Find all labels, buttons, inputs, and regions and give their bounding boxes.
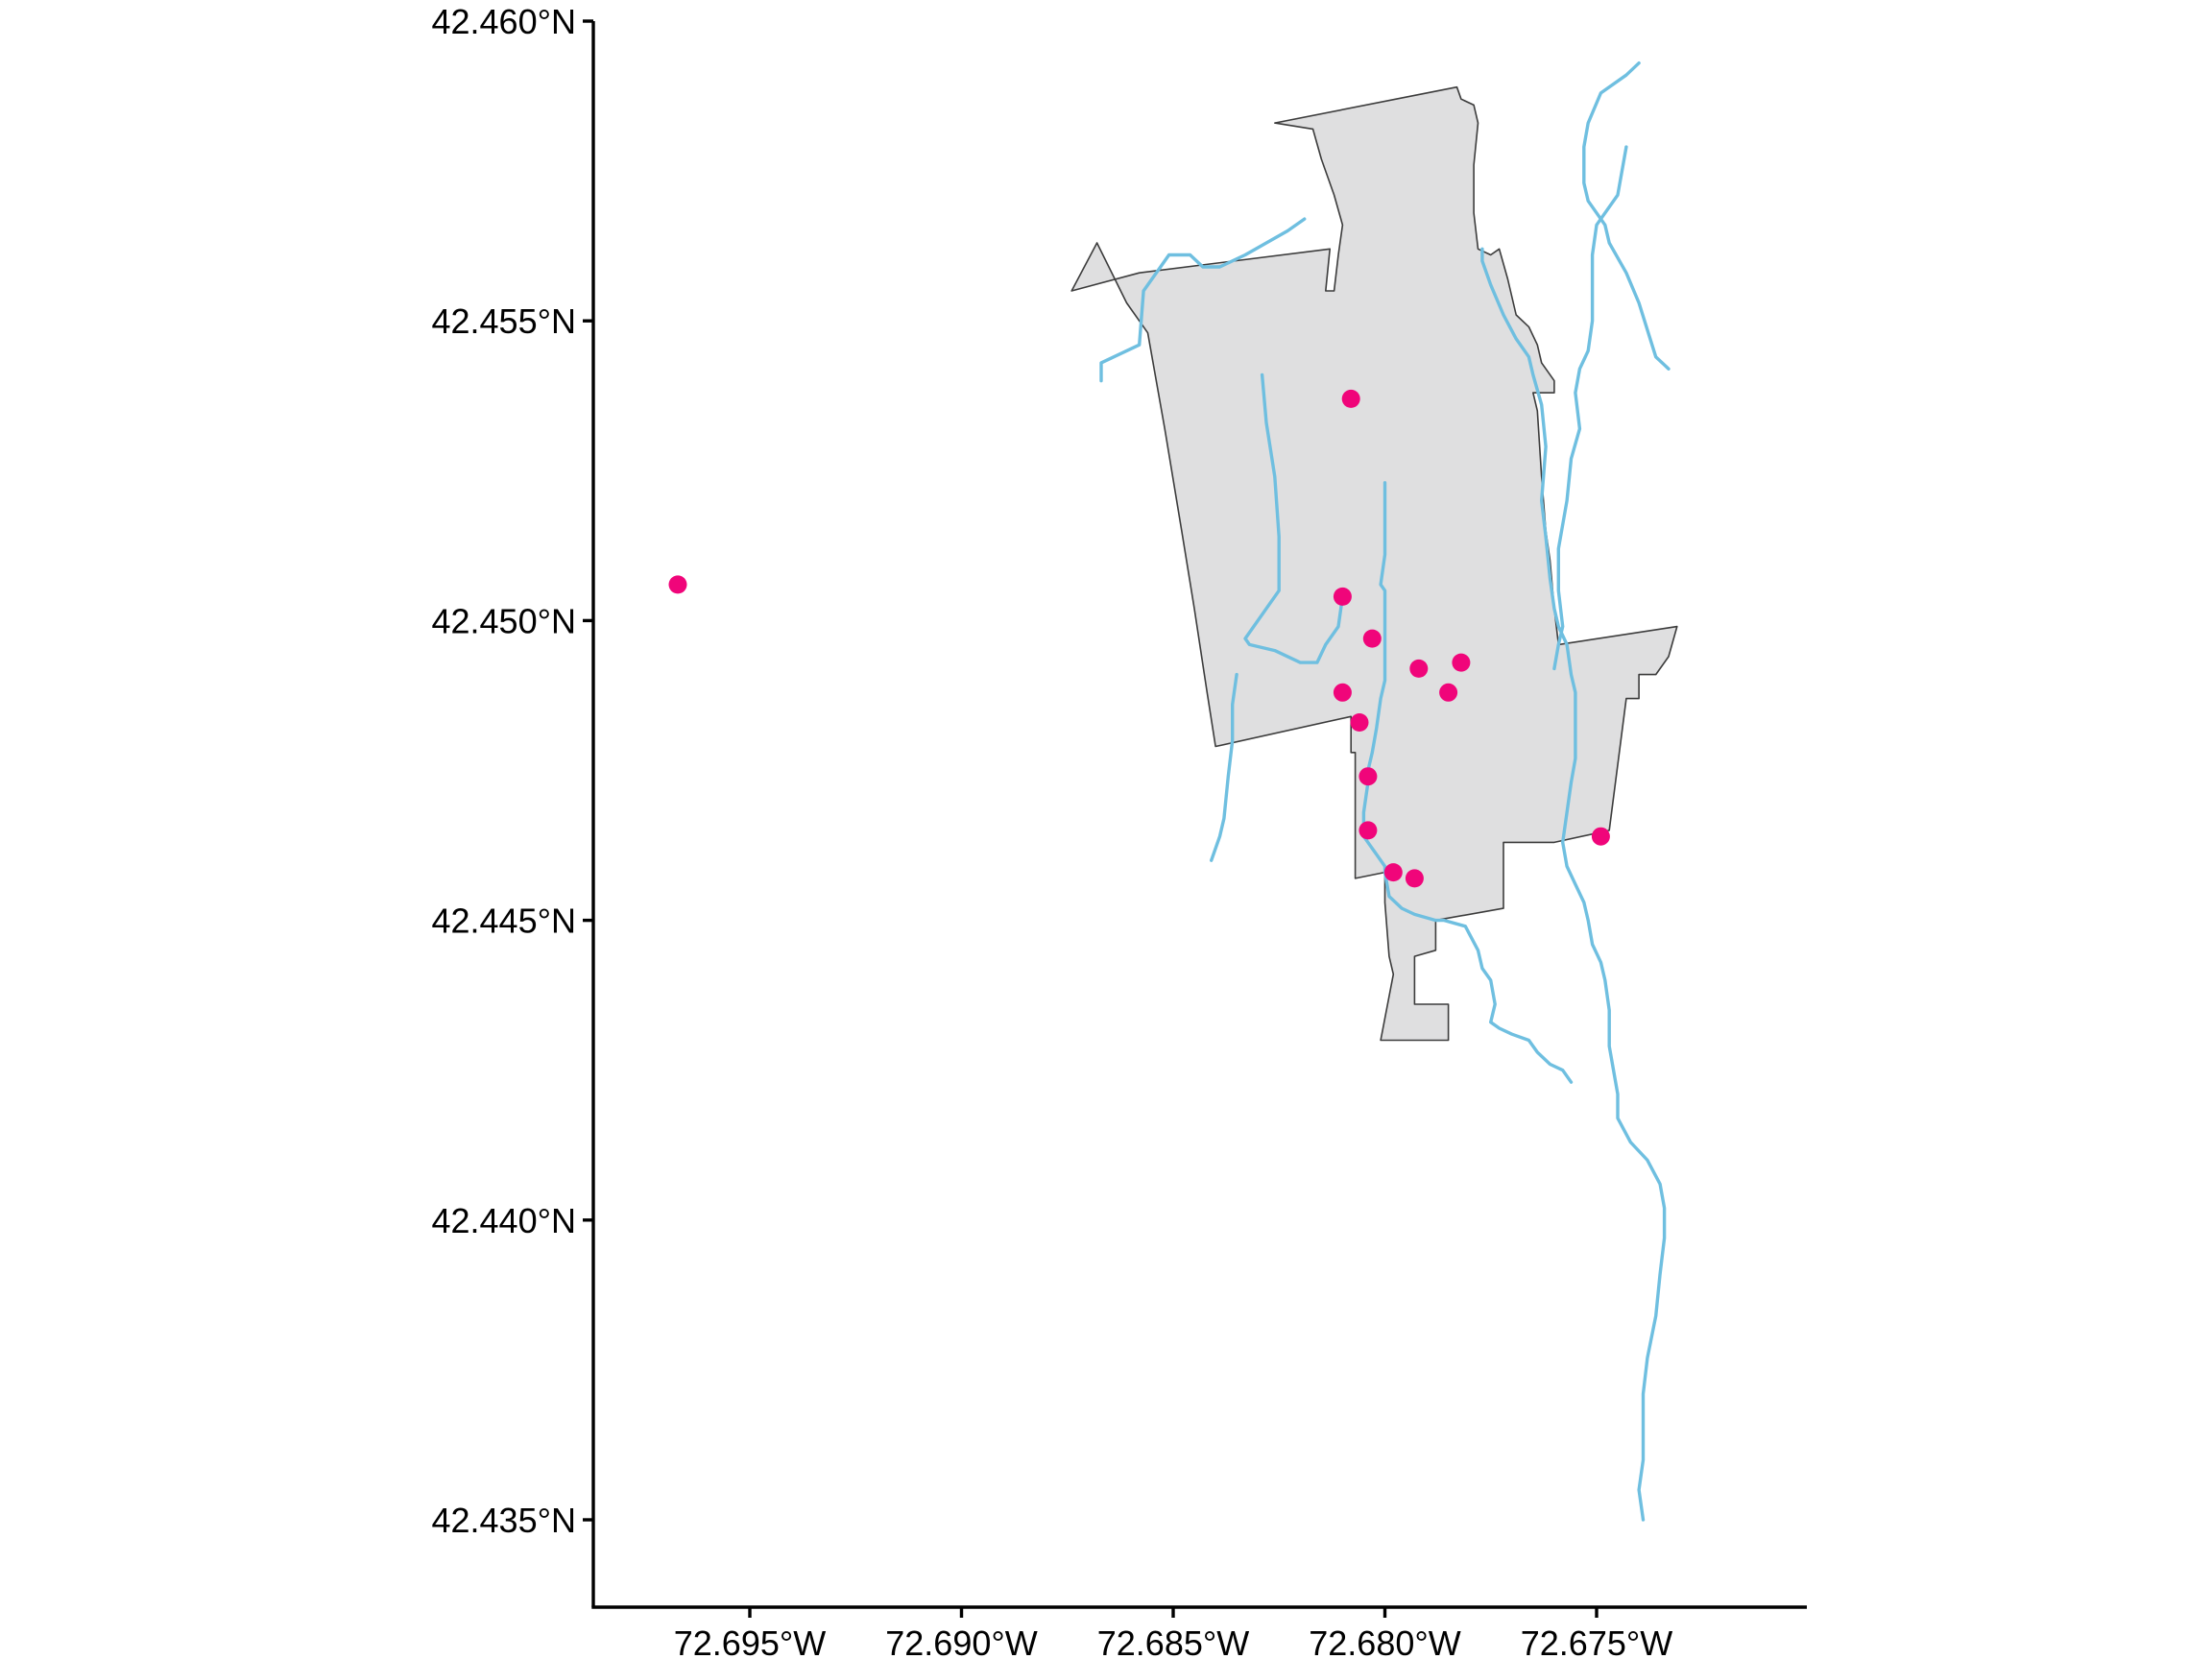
x-axis-ticks: 72.695°W 72.690°W 72.685°W 72.680°W 72.675°W xyxy=(674,1607,1673,1659)
stream-line xyxy=(1552,145,1628,671)
town-boundary-polygon xyxy=(1070,85,1678,1042)
site-point xyxy=(1341,389,1360,408)
town-boundary-layer xyxy=(1070,85,1678,1042)
site-point xyxy=(668,575,687,594)
site-point xyxy=(1409,659,1429,678)
stream-line xyxy=(1210,672,1238,862)
stream-line xyxy=(1361,481,1574,1084)
site-point xyxy=(1362,629,1382,648)
site-point xyxy=(1452,653,1471,672)
site-point xyxy=(1358,767,1378,786)
site-point xyxy=(1333,587,1352,606)
stream-line xyxy=(1480,247,1667,1522)
x-tick-label: 72.675°W xyxy=(1521,1623,1673,1659)
x-tick-label: 72.685°W xyxy=(1097,1623,1250,1659)
site-point xyxy=(1405,869,1424,888)
y-axis-ticks: 42.460°N 42.455°N 42.450°N 42.445°N 42.440°N… xyxy=(431,2,593,1540)
site-point xyxy=(1591,827,1610,846)
x-tick-label: 72.695°W xyxy=(674,1623,827,1659)
axes: 72.695°W 72.690°W 72.685°W 72.680°W 72.675°W… xyxy=(431,2,1807,1659)
y-tick-label: 42.450°N xyxy=(431,601,576,640)
y-tick-label: 42.455°N xyxy=(431,301,576,341)
site-point xyxy=(1439,683,1458,702)
site-point xyxy=(1350,713,1369,732)
stream-line xyxy=(1099,217,1307,383)
stream-line xyxy=(1243,373,1345,664)
site-point xyxy=(1358,821,1378,840)
site-point xyxy=(1383,863,1403,882)
site-point xyxy=(1333,683,1352,702)
x-tick-label: 72.690°W xyxy=(885,1623,1038,1659)
stream-line xyxy=(1582,61,1671,371)
streams-layer xyxy=(1099,61,1671,1522)
y-tick-label: 42.435°N xyxy=(431,1501,576,1540)
x-tick-label: 72.680°W xyxy=(1309,1623,1461,1659)
y-tick-label: 42.460°N xyxy=(431,2,576,41)
y-tick-label: 42.440°N xyxy=(431,1201,576,1240)
sites-layer xyxy=(668,389,1610,888)
y-tick-label: 42.445°N xyxy=(431,902,576,941)
